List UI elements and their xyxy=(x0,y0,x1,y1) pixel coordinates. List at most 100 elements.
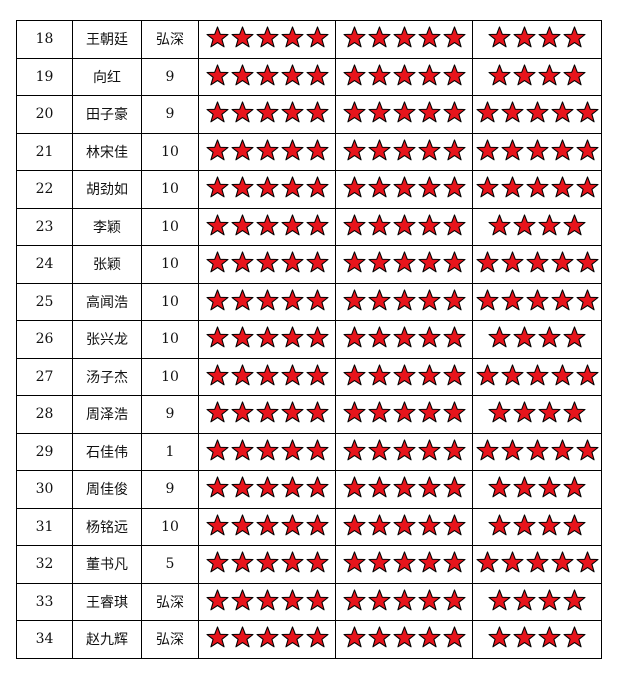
star-icon xyxy=(280,401,304,423)
star-rating-cell xyxy=(335,470,473,509)
row-value: 10 xyxy=(141,207,199,246)
star-icon xyxy=(342,626,366,648)
star-rating xyxy=(205,439,329,461)
star-icon xyxy=(255,289,279,311)
row-number: 19 xyxy=(16,57,73,96)
star-icon xyxy=(563,626,586,648)
star-rating xyxy=(475,439,599,461)
star-rating xyxy=(475,251,599,273)
star-icon xyxy=(367,139,391,161)
star-rating-cell xyxy=(472,95,602,134)
star-rating xyxy=(205,476,329,498)
star-icon xyxy=(305,401,329,423)
star-icon xyxy=(230,101,254,123)
star-rating-cell xyxy=(198,507,336,546)
student-name: 王睿琪 xyxy=(72,582,142,621)
star-rating-cell xyxy=(335,545,473,584)
star-rating-cell xyxy=(472,20,602,59)
row-value: 9 xyxy=(141,57,199,96)
star-icon xyxy=(305,176,329,198)
star-icon xyxy=(417,26,441,48)
star-rating-cell xyxy=(472,320,602,359)
star-rating xyxy=(475,139,599,161)
star-rating xyxy=(488,514,586,536)
row-number: 21 xyxy=(16,132,73,171)
star-rating xyxy=(205,551,329,573)
star-icon xyxy=(513,401,536,423)
star-icon xyxy=(255,139,279,161)
star-icon xyxy=(280,439,304,461)
star-icon xyxy=(230,26,254,48)
star-icon xyxy=(442,626,466,648)
student-name: 张兴龙 xyxy=(72,320,142,359)
star-icon xyxy=(513,589,536,611)
star-rating-cell xyxy=(472,620,602,659)
star-icon xyxy=(538,326,561,348)
star-rating-table: 18 王朝廷 弘深 19 向红 9 20 田子豪 9 21 林宋佳 10 22 胡劲如 … xyxy=(16,20,602,659)
row-value: 10 xyxy=(141,357,199,396)
star-icon xyxy=(230,139,254,161)
star-icon xyxy=(513,326,536,348)
star-rating xyxy=(342,214,466,236)
star-rating xyxy=(342,139,466,161)
star-icon xyxy=(305,101,329,123)
star-icon xyxy=(442,439,466,461)
student-name: 高闻浩 xyxy=(72,282,142,321)
star-rating xyxy=(488,26,586,48)
star-icon xyxy=(230,439,254,461)
row-value: 10 xyxy=(141,320,199,359)
star-icon xyxy=(280,289,304,311)
star-rating xyxy=(342,551,466,573)
star-icon xyxy=(475,101,499,123)
star-rating xyxy=(342,326,466,348)
row-number: 22 xyxy=(16,170,73,209)
star-rating xyxy=(205,64,329,86)
star-icon xyxy=(342,439,366,461)
star-icon xyxy=(342,364,366,386)
star-icon xyxy=(500,551,524,573)
star-icon xyxy=(367,101,391,123)
star-icon xyxy=(392,626,416,648)
star-icon xyxy=(538,401,561,423)
star-icon xyxy=(550,176,574,198)
star-icon xyxy=(230,326,254,348)
row-number: 29 xyxy=(16,432,73,471)
star-icon xyxy=(305,589,329,611)
star-icon xyxy=(563,326,586,348)
star-icon xyxy=(392,476,416,498)
star-icon xyxy=(442,589,466,611)
row-value: 10 xyxy=(141,282,199,321)
star-rating-cell xyxy=(335,95,473,134)
star-rating-cell xyxy=(335,170,473,209)
star-rating-cell xyxy=(472,245,602,284)
row-number: 27 xyxy=(16,357,73,396)
star-icon xyxy=(417,514,441,536)
star-icon xyxy=(205,176,229,198)
star-icon xyxy=(550,251,574,273)
star-icon xyxy=(342,401,366,423)
star-icon xyxy=(280,551,304,573)
star-rating xyxy=(488,326,586,348)
star-rating xyxy=(342,401,466,423)
star-icon xyxy=(342,26,366,48)
row-number: 34 xyxy=(16,620,73,659)
star-icon xyxy=(205,476,229,498)
table-row: 31 杨铭远 10 xyxy=(16,507,602,546)
star-icon xyxy=(305,476,329,498)
star-icon xyxy=(442,289,466,311)
row-value: 弘深 xyxy=(141,20,199,59)
star-icon xyxy=(280,514,304,536)
star-rating xyxy=(342,514,466,536)
star-rating xyxy=(488,64,586,86)
star-icon xyxy=(205,439,229,461)
star-icon xyxy=(280,326,304,348)
star-icon xyxy=(205,626,229,648)
star-rating-cell xyxy=(335,282,473,321)
table-row: 30 周佳俊 9 xyxy=(16,470,602,509)
star-rating-cell xyxy=(472,470,602,509)
star-icon xyxy=(230,364,254,386)
star-rating xyxy=(475,551,599,573)
star-rating-cell xyxy=(198,282,336,321)
row-number: 33 xyxy=(16,582,73,621)
table-body: 18 王朝廷 弘深 19 向红 9 20 田子豪 9 21 林宋佳 10 22 胡劲如 … xyxy=(16,20,602,659)
